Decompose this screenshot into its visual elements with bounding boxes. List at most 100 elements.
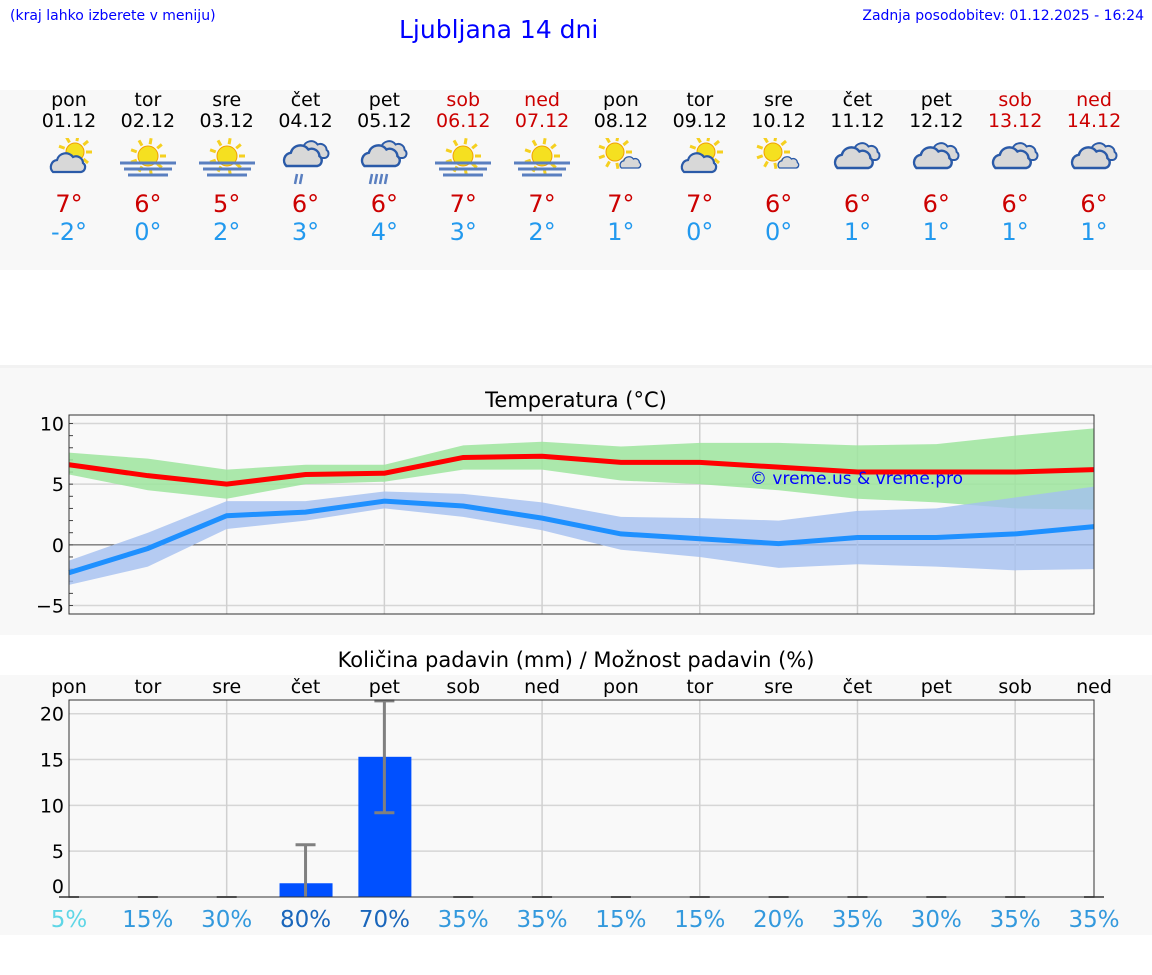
precip-probability: 5% xyxy=(51,907,88,933)
precip-probability: 30% xyxy=(201,907,252,933)
precip-probability: 15% xyxy=(595,907,646,933)
day-date: 07.12 xyxy=(514,110,570,132)
min-temp: 3° xyxy=(291,218,320,246)
day-date: 09.12 xyxy=(672,110,727,132)
precip-day-label: pon xyxy=(603,676,639,698)
day-name: pon xyxy=(51,89,87,111)
precip-y-tick: 20 xyxy=(40,704,64,726)
day-forecast: sob 06.12 7° 3° xyxy=(423,90,503,246)
precip-day-label: pet xyxy=(921,676,952,698)
min-temp: 3° xyxy=(449,218,477,246)
max-temp: 6° xyxy=(1001,190,1029,218)
min-temp: 0° xyxy=(764,218,793,246)
max-temp: 5° xyxy=(213,190,241,218)
precip-probability: 35% xyxy=(1068,907,1119,933)
page-title: Ljubljana 14 dni xyxy=(399,15,599,44)
day-name: pet xyxy=(368,89,400,111)
day-date: 10.12 xyxy=(751,110,806,132)
max-temp: 6° xyxy=(922,190,950,218)
precip-probability: 70% xyxy=(359,907,410,933)
partly-cloudy-icon xyxy=(680,138,723,174)
day-date: 04.12 xyxy=(278,110,333,132)
max-temp: 7° xyxy=(686,190,714,218)
day-date: 02.12 xyxy=(120,110,176,132)
min-temp: -2° xyxy=(51,218,87,246)
precip-day-label: pet xyxy=(369,676,400,698)
min-temp-line xyxy=(68,498,1095,576)
day-date: 11.12 xyxy=(830,110,885,132)
sun-fog-icon xyxy=(119,138,176,177)
precip-day-label: sre xyxy=(764,676,793,698)
mostly-sunny-icon xyxy=(756,138,799,170)
max-temp: 7° xyxy=(528,190,556,218)
temperature-chart-title: Temperatura (°C) xyxy=(485,388,667,412)
max-temp: 7° xyxy=(55,190,83,218)
temp-y-tick: −5 xyxy=(36,596,64,618)
precip-plot-area xyxy=(69,700,1094,897)
precip-probability: 15% xyxy=(674,907,725,933)
precip-probability: 35% xyxy=(832,907,883,933)
day-date: 13.12 xyxy=(987,110,1043,132)
max-temp: 7° xyxy=(449,190,477,218)
day-forecast: sre 10.12 6° 0° xyxy=(739,89,819,247)
precip-day-label: pon xyxy=(51,676,87,698)
daily-forecast-strip: pon 01.12 7° -2° tor 02.12 6° 0° sre 03.… xyxy=(0,90,1152,270)
precip-day-label: sob xyxy=(446,676,480,698)
min-temp: 0° xyxy=(686,218,714,246)
day-name: ned xyxy=(524,89,560,111)
precip-plot-frame xyxy=(68,699,1095,898)
min-temp: 1° xyxy=(843,218,872,246)
min-temp: 1° xyxy=(607,218,635,246)
day-forecast: čet 11.12 6° 1° xyxy=(817,89,897,247)
max-temp: 6° xyxy=(291,190,320,218)
day-forecast: čet 04.12 6° 3° xyxy=(266,89,346,247)
day-name: tor xyxy=(686,89,714,111)
precip-day-label: čet xyxy=(843,676,873,698)
overcast-icon xyxy=(834,142,881,170)
max-temp: 6° xyxy=(1080,190,1108,218)
temp-y-tick: 10 xyxy=(40,413,64,435)
day-forecast: pet 12.12 6° 1° xyxy=(896,90,976,247)
day-name: sob xyxy=(446,89,481,111)
overcast-icon xyxy=(913,142,960,170)
day-name: sob xyxy=(998,89,1032,111)
min-temp: 2° xyxy=(213,218,241,246)
precip-day-label: tor xyxy=(686,676,713,698)
precip-day-label: sob xyxy=(998,676,1032,698)
day-date: 05.12 xyxy=(357,110,412,132)
mostly-sunny-icon xyxy=(598,138,642,170)
overcast-icon xyxy=(991,142,1039,170)
day-date: 03.12 xyxy=(199,110,254,132)
day-date: 08.12 xyxy=(593,110,649,132)
precip-day-label: ned xyxy=(524,676,560,698)
cloud-rain-icon xyxy=(361,140,408,185)
max-temp: 6° xyxy=(843,190,872,218)
min-temp: 1° xyxy=(1080,218,1108,246)
day-forecast: tor 02.12 6° 0° xyxy=(108,90,188,246)
day-date: 14.12 xyxy=(1066,110,1122,132)
day-name: čet xyxy=(290,89,321,111)
day-forecast: tor 09.12 7° 0° xyxy=(660,89,740,247)
day-name: sre xyxy=(764,89,794,111)
cloud-light-rain-icon xyxy=(282,140,329,185)
min-temp: 1° xyxy=(1001,218,1029,246)
temp-y-tick: 5 xyxy=(52,474,64,496)
max-temp: 6° xyxy=(764,190,793,218)
precip-y-tick: 10 xyxy=(40,795,64,817)
last-updated: Zadnja posodobitev: 01.12.2025 - 16:24 xyxy=(862,8,1144,24)
day-name: čet xyxy=(842,89,873,111)
day-date: 06.12 xyxy=(436,110,491,132)
max-temp: 6° xyxy=(134,190,162,218)
day-name: pon xyxy=(603,89,639,111)
min-temp: 4° xyxy=(370,218,399,246)
day-name: tor xyxy=(134,89,162,111)
location-hint: (kraj lahko izberete v meniju) xyxy=(10,8,216,24)
temp-y-tick: 0 xyxy=(52,535,64,557)
precip-y-tick: 15 xyxy=(40,750,64,772)
precip-probability: 35% xyxy=(517,907,568,933)
min-temp: 2° xyxy=(528,218,556,246)
max-temp: 7° xyxy=(607,190,635,218)
day-forecast: pet 05.12 6° 4° xyxy=(344,89,424,247)
day-forecast: ned 07.12 7° 2° xyxy=(502,90,582,246)
